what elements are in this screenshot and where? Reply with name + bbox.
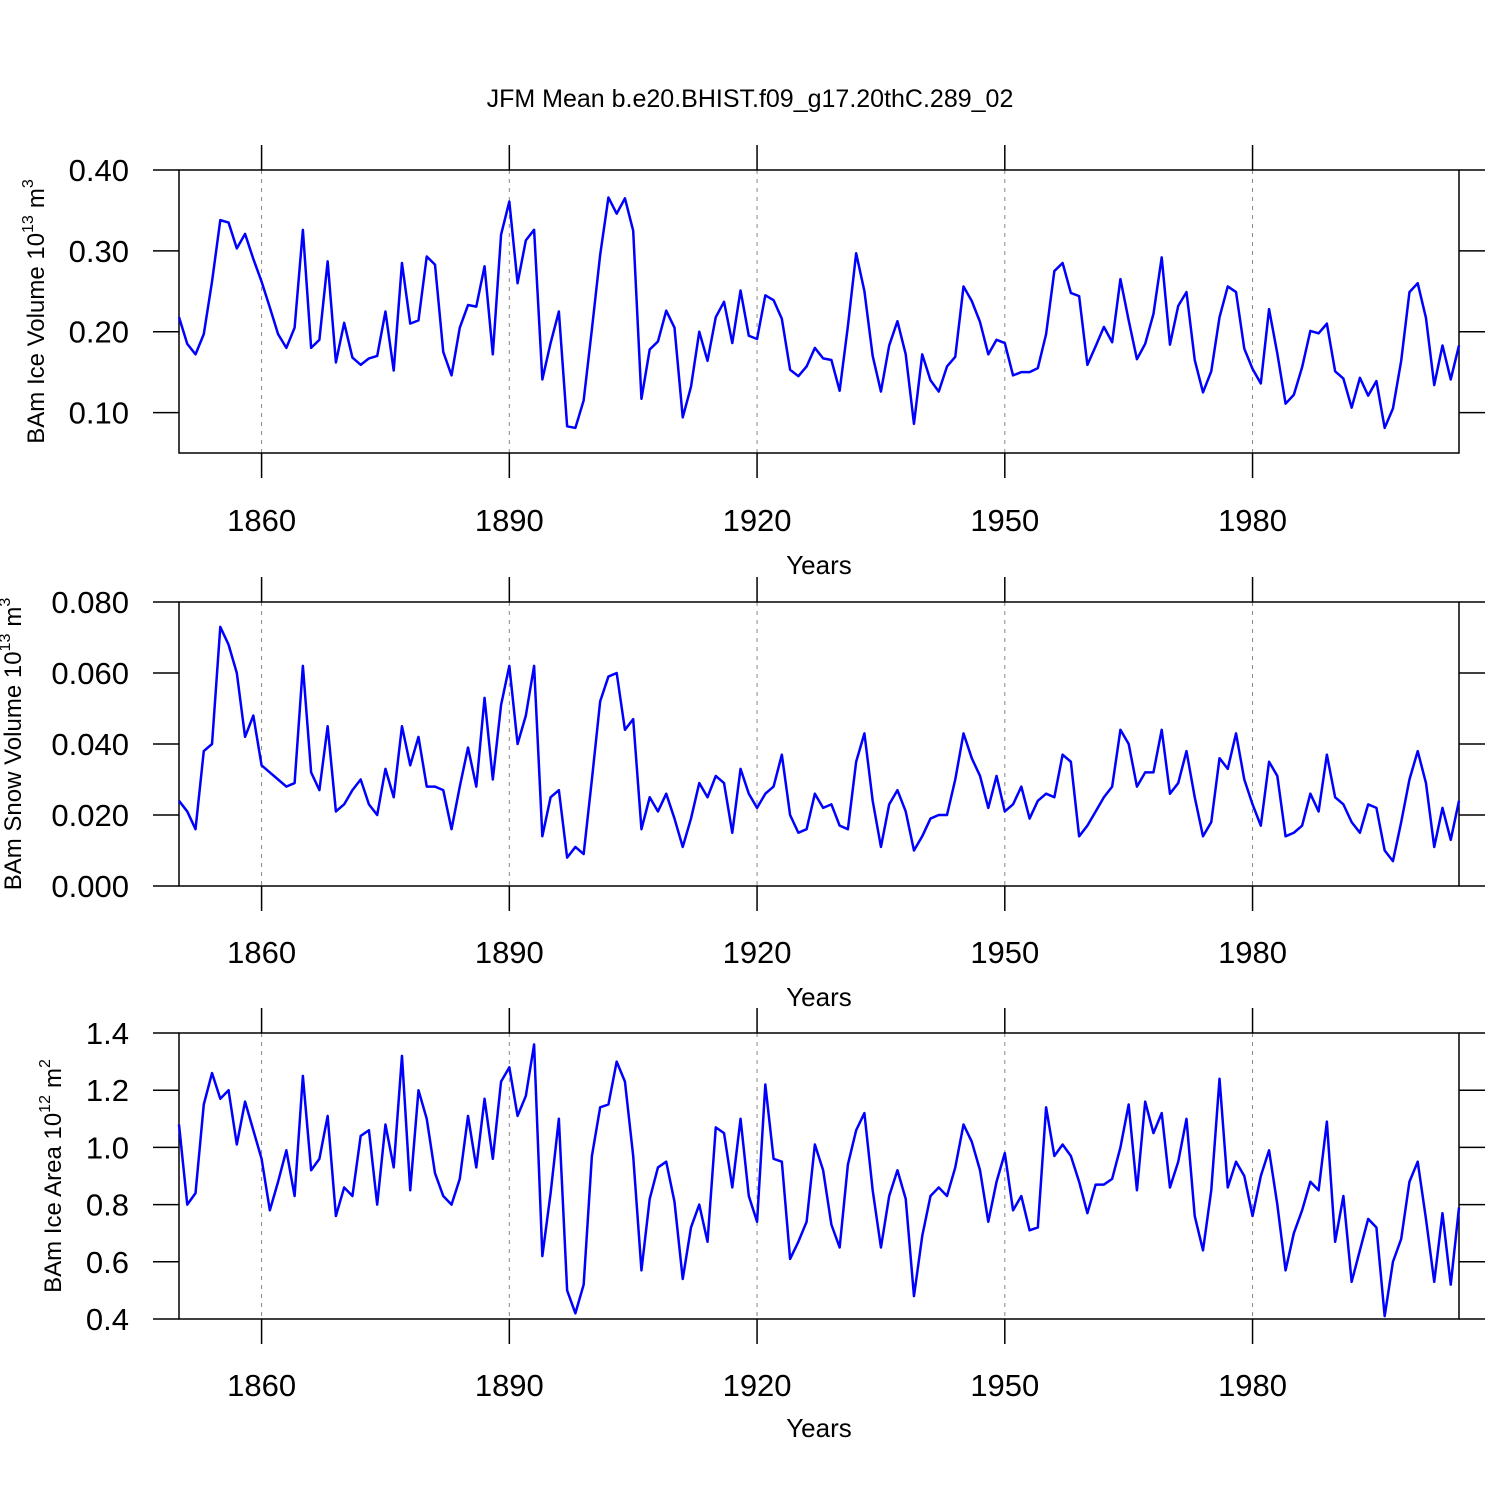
y-label-exponent: 3 [0, 598, 14, 607]
data-line [177, 1043, 1461, 1318]
x-tick-label: 1860 [227, 503, 296, 538]
y-tick-label: 1.4 [86, 1016, 129, 1051]
panel: 1860 1890 1920 1950 1980 0.000 0.020 0.040 0.060… [0, 577, 1485, 1012]
x-axis-label: Years [786, 550, 852, 580]
data-line [177, 196, 1461, 430]
y-tick-label: 0.020 [51, 798, 129, 833]
panel: JFM Mean b.e20.BHIST.f09_g17.20thC.289_0… [20, 85, 1485, 580]
y-tick-label: 1.0 [86, 1130, 129, 1165]
y-tick-label: 0.060 [51, 656, 129, 691]
y-tick-label: 0.40 [69, 153, 129, 188]
data-line [178, 625, 1461, 863]
plot-frame [178, 601, 1460, 887]
x-tick-label: 1890 [475, 503, 544, 538]
x-tick-label: 1920 [723, 1368, 792, 1403]
y-tick-label: 0.000 [51, 869, 129, 904]
y-tick-label: 0.080 [51, 585, 129, 620]
y-tick-label: 0.10 [69, 396, 129, 431]
x-tick-label: 1890 [475, 935, 544, 970]
y-label-exponent: 13 [0, 634, 14, 652]
y-label-unit: m [0, 607, 27, 627]
panel: 1860 1890 1920 1950 1980 0.4 0.6 0.8 1.0 1.2 1.4 Ye… [37, 1008, 1485, 1443]
y-label-text: BAm Snow Volume 10 [0, 651, 27, 890]
y-tick-label: 0.20 [69, 315, 129, 350]
x-tick-label: 1920 [723, 935, 792, 970]
y-label-text: BAm Ice Volume 10 [23, 233, 50, 444]
y-axis-label: BAm Snow Volume 1013 m3 [0, 598, 27, 891]
y-label-text: BAm Ice Area 10 [40, 1113, 67, 1293]
x-axis-label: Years [786, 1413, 852, 1443]
x-tick-label: 1950 [970, 1368, 1039, 1403]
y-tick-label: 0.6 [86, 1245, 129, 1280]
y-label-exponent: 2 [37, 1059, 54, 1068]
plot-frame [178, 1032, 1460, 1320]
x-tick-label: 1980 [1218, 1368, 1287, 1403]
y-label-exponent: 12 [37, 1095, 54, 1113]
y-label-unit: m [23, 188, 50, 208]
y-label-exponent: 3 [20, 179, 37, 188]
chart-title: JFM Mean b.e20.BHIST.f09_g17.20thC.289_0… [487, 85, 1014, 113]
y-label-unit: m [40, 1068, 67, 1088]
y-tick-label: 0.30 [69, 234, 129, 269]
x-tick-label: 1860 [227, 1368, 296, 1403]
x-tick-label: 1980 [1218, 935, 1287, 970]
y-tick-label: 0.4 [86, 1302, 129, 1337]
x-tick-label: 1890 [475, 1368, 544, 1403]
y-axis-label: BAm Ice Volume 1013 m3 [20, 179, 50, 444]
x-axis-label: Years [786, 982, 852, 1012]
y-axis-label: BAm Ice Area 1012 m2 [37, 1059, 67, 1293]
y-tick-label: 0.040 [51, 727, 129, 762]
y-tick-label: 1.2 [86, 1073, 129, 1108]
x-tick-label: 1860 [227, 935, 296, 970]
x-tick-label: 1950 [970, 503, 1039, 538]
y-label-exponent: 13 [20, 215, 37, 233]
y-tick-label: 0.8 [86, 1188, 129, 1223]
x-tick-label: 1980 [1218, 503, 1287, 538]
x-tick-label: 1950 [970, 935, 1039, 970]
plot-frame [178, 169, 1460, 454]
x-tick-label: 1920 [723, 503, 792, 538]
